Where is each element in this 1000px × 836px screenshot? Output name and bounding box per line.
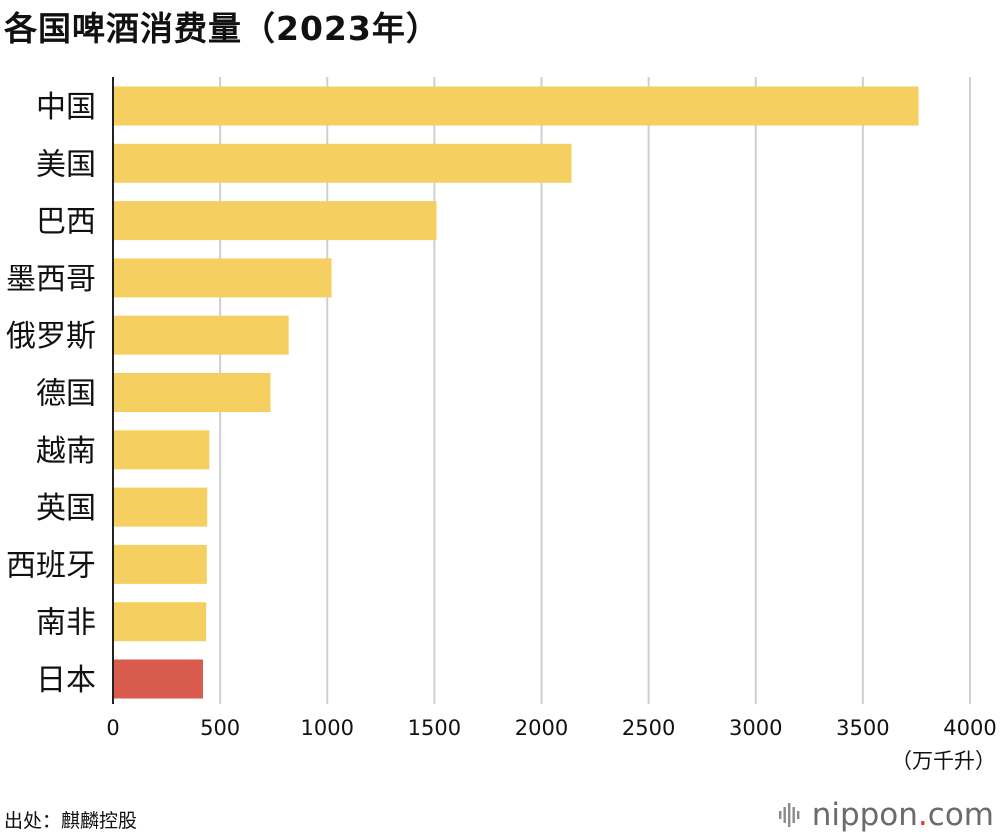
bar	[113, 143, 572, 183]
bar	[113, 315, 289, 355]
category-label: 俄罗斯	[6, 319, 96, 354]
source-note: 出处：麒麟控股	[4, 810, 138, 832]
bar	[113, 258, 332, 298]
x-tick-label: 3000	[729, 716, 782, 740]
bar	[113, 201, 437, 241]
x-tick-label: 1500	[408, 716, 461, 740]
x-tick-label: 4000	[943, 716, 996, 740]
category-label: 英国	[36, 491, 96, 526]
bar	[113, 602, 207, 642]
category-label: 德国	[36, 377, 96, 412]
x-tick-label: 3500	[836, 716, 889, 740]
bar	[113, 544, 207, 584]
chart-title: 各国啤酒消费量（2023年）	[4, 9, 440, 48]
brand-logo: nippon.com	[778, 797, 994, 833]
brand-dot: .	[917, 797, 928, 833]
brand-name: nippon	[811, 797, 918, 833]
bar	[113, 487, 208, 527]
category-label: 墨西哥	[6, 262, 96, 297]
bar	[113, 430, 210, 470]
x-tick-label: 500	[200, 716, 240, 740]
nippon-logo-icon	[778, 803, 800, 827]
x-axis-unit: （万千升）	[891, 749, 996, 773]
category-label: 中国	[36, 90, 96, 125]
brand-tld: com	[927, 797, 994, 833]
x-tick-label: 0	[106, 716, 119, 740]
x-tick-label: 2500	[622, 716, 675, 740]
category-label: 西班牙	[6, 548, 96, 583]
category-label: 巴西	[36, 205, 96, 240]
bar	[113, 86, 919, 126]
category-label: 南非	[36, 606, 96, 641]
x-tick-label: 1000	[301, 716, 354, 740]
bar-highlight	[113, 659, 203, 699]
category-label: 美国	[36, 147, 96, 182]
bar	[113, 373, 271, 412]
x-tick-label: 2000	[515, 716, 568, 740]
category-label: 日本	[36, 663, 96, 698]
bar-chart: 0 500 1000 1500 2000 2500 3000 3500 4000 中国美国巴西墨西…	[6, 77, 997, 773]
category-label: 越南	[36, 434, 96, 469]
